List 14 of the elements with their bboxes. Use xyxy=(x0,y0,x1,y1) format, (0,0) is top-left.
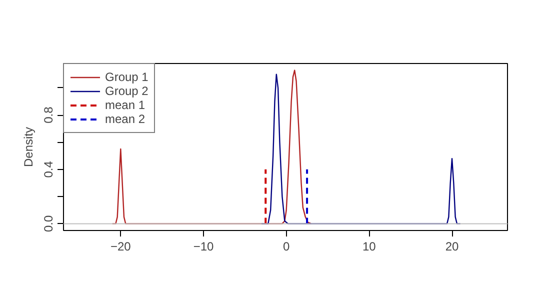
x-tick-label: −20 xyxy=(110,240,132,254)
y-tick-label: 0.0 xyxy=(42,215,56,232)
x-tick-label: 10 xyxy=(362,240,376,254)
y-tick-label: 0.4 xyxy=(42,160,56,178)
legend-label: mean 1 xyxy=(105,98,146,112)
y-tick-label: 0.8 xyxy=(42,106,56,124)
legend-label: Group 1 xyxy=(105,70,148,84)
legend-label: mean 2 xyxy=(105,112,146,126)
x-tick-label: 0 xyxy=(282,240,290,254)
x-tick-label: 20 xyxy=(445,240,459,254)
y-axis-title: Density xyxy=(22,126,36,168)
x-tick-label: −10 xyxy=(193,240,214,254)
legend-label: Group 2 xyxy=(105,84,148,98)
line-series xyxy=(260,74,461,224)
